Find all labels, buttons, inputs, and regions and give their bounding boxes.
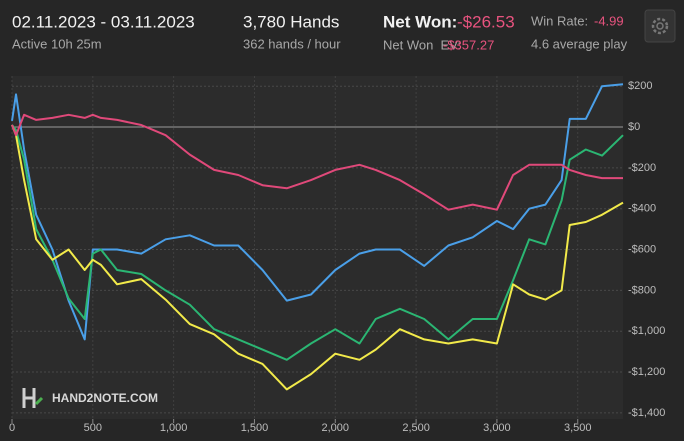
y-tick-label: $200 xyxy=(628,80,652,92)
win-rate: -4.99 xyxy=(594,13,624,28)
gear-teeth[interactable] xyxy=(651,17,669,35)
logo-accent xyxy=(34,396,44,406)
series-line xyxy=(11,83,624,341)
settings-button[interactable] xyxy=(644,9,676,43)
chart: $200 $0 -$200 -$400 -$600 -$800 -$1,000 -$1,200… xyxy=(9,76,665,434)
active-time: Active 10h 25m xyxy=(12,36,102,51)
x-tick-label: 3,000 xyxy=(483,422,511,434)
net-won-ev-label: Net Won EV: xyxy=(383,37,461,52)
logo: HAND2NOTE.COM xyxy=(22,388,158,408)
x-tick-label: 2,500 xyxy=(402,422,430,434)
y-tick-label: -$200 xyxy=(628,162,656,174)
x-tick-label: 1,000 xyxy=(160,422,188,434)
net-won-ev: -$357.27 xyxy=(443,37,494,52)
y-tick-label: -$1,000 xyxy=(628,325,665,337)
date-range: 02.11.2023 - 03.11.2023 xyxy=(12,12,195,31)
x-tick-label: 500 xyxy=(84,422,102,434)
logo-text: HAND2NOTE.COM xyxy=(52,391,158,405)
net-won: -$26.53 xyxy=(457,12,515,31)
x-tick-label: 1,500 xyxy=(241,422,269,434)
logo-icon xyxy=(22,388,36,408)
x-tick-label: 3,500 xyxy=(564,422,592,434)
settings-box[interactable] xyxy=(644,9,676,43)
y-tick-label: -$1,200 xyxy=(628,366,665,378)
series-line xyxy=(11,124,624,391)
gear-hub[interactable] xyxy=(656,22,664,30)
hands: 3,780 Hands xyxy=(243,12,339,31)
y-tick-label: -$1,400 xyxy=(628,407,665,419)
plot-area xyxy=(12,76,623,419)
series-line xyxy=(11,113,623,211)
y-tick-label: $0 xyxy=(628,121,640,133)
series-line xyxy=(11,124,624,361)
win-rate-label: Win Rate: xyxy=(531,13,588,28)
hands-rate: 362 hands / hour xyxy=(243,36,341,51)
net-won-label: Net Won: xyxy=(383,12,457,31)
y-tick-label: -$600 xyxy=(628,243,656,255)
x-tick-label: 2,000 xyxy=(322,422,350,434)
y-tick-label: -$400 xyxy=(628,203,656,215)
average-players: 4.6 average play xyxy=(531,36,628,51)
x-tick-label: 0 xyxy=(9,422,15,434)
y-tick-label: -$800 xyxy=(628,284,656,296)
